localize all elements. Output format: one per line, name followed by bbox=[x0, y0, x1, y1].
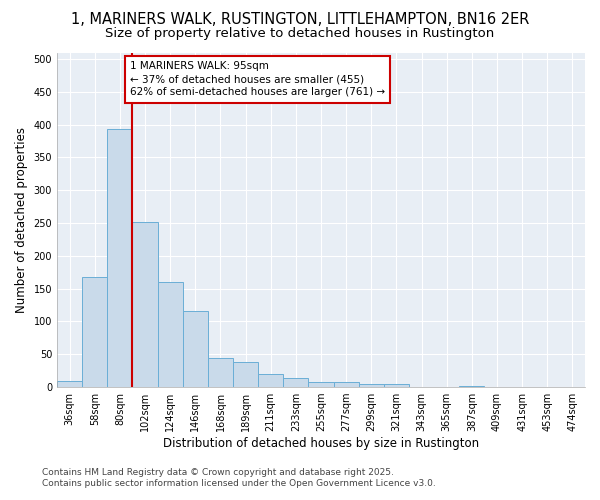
X-axis label: Distribution of detached houses by size in Rustington: Distribution of detached houses by size … bbox=[163, 437, 479, 450]
Bar bbox=[258, 374, 283, 387]
Bar bbox=[133, 222, 158, 387]
Bar bbox=[183, 311, 208, 387]
Bar bbox=[82, 277, 107, 387]
Text: Size of property relative to detached houses in Rustington: Size of property relative to detached ho… bbox=[106, 28, 494, 40]
Bar bbox=[283, 378, 308, 387]
Bar bbox=[158, 282, 183, 387]
Bar bbox=[334, 382, 359, 387]
Bar bbox=[208, 358, 233, 387]
Text: 1, MARINERS WALK, RUSTINGTON, LITTLEHAMPTON, BN16 2ER: 1, MARINERS WALK, RUSTINGTON, LITTLEHAMP… bbox=[71, 12, 529, 28]
Bar bbox=[384, 384, 409, 387]
Bar bbox=[107, 130, 133, 387]
Text: 1 MARINERS WALK: 95sqm
← 37% of detached houses are smaller (455)
62% of semi-de: 1 MARINERS WALK: 95sqm ← 37% of detached… bbox=[130, 61, 385, 98]
Bar bbox=[459, 386, 484, 387]
Bar bbox=[57, 380, 82, 387]
Bar bbox=[359, 384, 384, 387]
Y-axis label: Number of detached properties: Number of detached properties bbox=[15, 127, 28, 313]
Text: Contains HM Land Registry data © Crown copyright and database right 2025.
Contai: Contains HM Land Registry data © Crown c… bbox=[42, 468, 436, 487]
Bar bbox=[233, 362, 258, 387]
Bar bbox=[308, 382, 334, 387]
